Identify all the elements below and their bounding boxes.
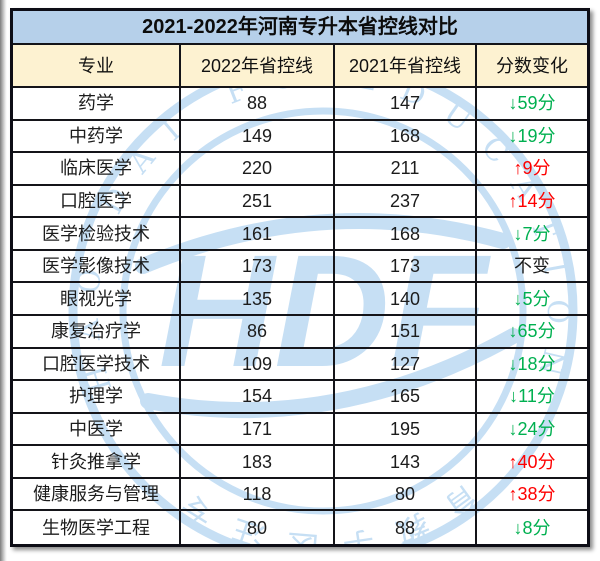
score-2022-cell: 109 [181, 348, 335, 382]
score-2022-cell: 154 [181, 381, 335, 414]
score-2021-cell: 165 [335, 381, 477, 414]
major-cell: 眼视光学 [13, 283, 181, 316]
change-cell: ↓11分 [477, 381, 587, 414]
score-2021-cell: 168 [335, 120, 477, 154]
change-cell: ↓8分 [513, 517, 551, 538]
change-cell: 不变 [477, 251, 587, 284]
score-2021-cell: 151 [335, 316, 477, 349]
major-cell: 医学检验技术 [13, 218, 181, 251]
change-cell: ↓59分 [477, 88, 587, 121]
change-cell: ↑40分 [477, 446, 587, 479]
score-2022-cell: 135 [181, 283, 335, 316]
change-cell: ↑9分 [477, 153, 587, 186]
change-cell: ↓65分 [477, 316, 587, 349]
change-cell: ↑14分 [477, 186, 587, 219]
score-2021-cell: 88 [335, 511, 477, 544]
header-major: 专业 [13, 45, 181, 88]
score-2022-cell: 161 [181, 218, 335, 251]
score-2021-cell: 211 [335, 153, 477, 186]
score-2021-cell: 143 [335, 446, 477, 479]
header-2021-line: 2021年省控线 [335, 45, 477, 88]
major-cell: 医学影像技术 [13, 250, 181, 284]
score-2021-cell: 127 [335, 348, 477, 382]
change-cell: ↓18分 [477, 349, 587, 382]
major-cell: 中药学 [13, 120, 181, 154]
score-2021-cell: 195 [335, 413, 477, 447]
page-edge-shadow [0, 0, 7, 561]
score-2022-cell: 251 [181, 185, 335, 219]
score-table: 2021-2022年河南专升本省控线对比 专业 2022年省控线 2021年省控… [13, 11, 587, 544]
table-title: 2021-2022年河南专升本省控线对比 [13, 11, 587, 45]
major-cell: 生物医学工程 [13, 511, 181, 544]
score-2022-cell: 80 [181, 511, 335, 544]
major-cell: 药学 [13, 88, 181, 121]
major-cell: 护理学 [13, 381, 181, 414]
comparison-table-panel: HDF HAO DAI FU EDUCATION 育教学医注专 2021-202… [10, 8, 590, 547]
score-2022-cell: 183 [181, 446, 335, 479]
score-2022-cell: 220 [181, 153, 335, 186]
major-cell: 口腔医学技术 [13, 348, 181, 382]
change-cell: ↑38分 [477, 479, 587, 512]
major-cell: 中医学 [13, 413, 181, 447]
header-score-change: 分数变化 [477, 45, 587, 88]
major-cell: 健康服务与管理 [13, 478, 181, 512]
major-cell: 针灸推拿学 [13, 446, 181, 479]
score-2021-cell: 140 [335, 283, 477, 316]
score-2022-cell: 149 [181, 120, 335, 154]
score-2021-cell: 147 [335, 88, 477, 121]
score-2022-cell: 171 [181, 413, 335, 447]
change-cell: ↓24分 [477, 414, 587, 447]
score-2021-cell: 237 [335, 185, 477, 219]
score-2022-cell: 88 [181, 88, 335, 121]
major-cell: 康复治疗学 [13, 316, 181, 349]
score-2022-cell: 118 [181, 478, 335, 512]
score-2021-cell: 173 [335, 250, 477, 284]
change-cell: ↓5分 [477, 283, 587, 316]
header-2022-line: 2022年省控线 [181, 45, 335, 88]
change-cell: ↓7分 [477, 218, 587, 251]
change-cell: ↓19分 [477, 121, 587, 154]
major-cell: 临床医学 [13, 153, 181, 186]
score-2021-cell: 168 [335, 218, 477, 251]
major-cell: 口腔医学 [13, 185, 181, 219]
score-2022-cell: 86 [181, 316, 335, 349]
score-2022-cell: 173 [181, 250, 335, 284]
score-2021-cell: 80 [335, 478, 477, 512]
